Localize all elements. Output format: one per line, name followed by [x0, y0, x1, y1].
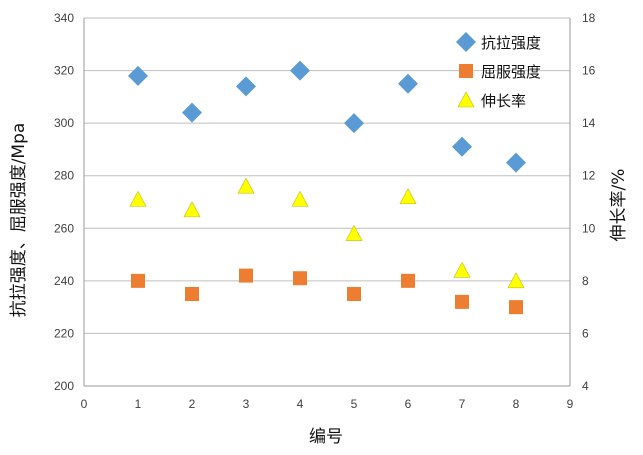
legend-diamond-icon	[456, 32, 476, 52]
triangle-point	[183, 201, 201, 218]
x-axis-title: 编号	[309, 427, 343, 447]
legend-label: 抗拉强度	[481, 34, 541, 52]
triangle-point	[345, 224, 363, 241]
y2-tick-label: 18	[582, 11, 596, 25]
y-tick-label: 300	[54, 116, 74, 130]
x-tick-label: 6	[405, 397, 412, 411]
x-tick-label: 4	[297, 397, 304, 411]
y-tick-label: 340	[54, 11, 74, 25]
square-point	[239, 268, 253, 283]
diamond-point	[236, 76, 256, 97]
diamond-point	[128, 65, 148, 86]
y2-tick-label: 10	[582, 221, 596, 235]
y-tick-label: 280	[54, 169, 74, 183]
y2-tick-label: 4	[582, 379, 589, 393]
square-point	[509, 300, 523, 315]
diamond-point	[398, 73, 418, 94]
axes	[83, 18, 571, 387]
y2-tick-label: 14	[582, 116, 596, 130]
legend-square-icon	[459, 64, 473, 78]
y2-tick-label: 8	[582, 274, 589, 288]
x-tick-labels: 0 1 2 3 4 5 6 7 8 9	[81, 397, 574, 411]
y-tick-label: 200	[54, 379, 74, 393]
x-tick-label: 1	[135, 397, 142, 411]
diamond-point	[290, 60, 310, 81]
data-points	[128, 60, 526, 315]
y-tick-labels: 200 220 240 260 280 300 320 340	[54, 11, 74, 393]
triangle-point	[453, 261, 471, 278]
x-tick-label: 3	[243, 397, 250, 411]
square-point	[293, 271, 307, 286]
y2-axis-title: 伸长率/%	[609, 169, 629, 242]
x-tick-label: 7	[459, 397, 466, 411]
y2-tick-labels: 4 6 8 10 12 14 16 18	[582, 11, 596, 393]
x-tick-label: 8	[513, 397, 520, 411]
square-point	[455, 294, 469, 309]
square-point	[347, 287, 361, 301]
triangle-point	[291, 190, 309, 207]
y2-tick-label: 16	[582, 64, 596, 78]
diamond-point	[344, 113, 364, 134]
y-tick-label: 320	[54, 64, 74, 78]
triangle-point	[507, 272, 525, 289]
square-point	[131, 273, 145, 288]
y2-tick-label: 12	[582, 169, 596, 183]
x-tick-label: 0	[81, 397, 88, 411]
x-tick-label: 2	[189, 397, 196, 411]
triangle-point	[129, 190, 147, 207]
y-tick-label: 260	[54, 221, 74, 235]
diamond-point	[452, 136, 472, 157]
x-tick-label: 9	[567, 397, 574, 411]
triangle-point	[237, 177, 255, 194]
y-tick-label: 240	[54, 274, 74, 288]
legend-triangle-icon	[457, 91, 475, 108]
y-axis-title: 抗拉强度、屈服强度/Mpa	[9, 123, 29, 318]
y-tick-label: 220	[54, 326, 74, 340]
legend-label: 屈服强度	[481, 63, 541, 81]
diamond-point	[182, 102, 202, 123]
y2-tick-label: 6	[582, 326, 589, 340]
square-point	[401, 273, 415, 288]
diamond-point	[506, 152, 526, 173]
square-point	[185, 287, 199, 301]
legend-label: 伸长率	[481, 92, 526, 110]
gridlines	[84, 17, 570, 334]
x-tick-label: 5	[351, 397, 358, 411]
triangle-point	[399, 188, 417, 205]
